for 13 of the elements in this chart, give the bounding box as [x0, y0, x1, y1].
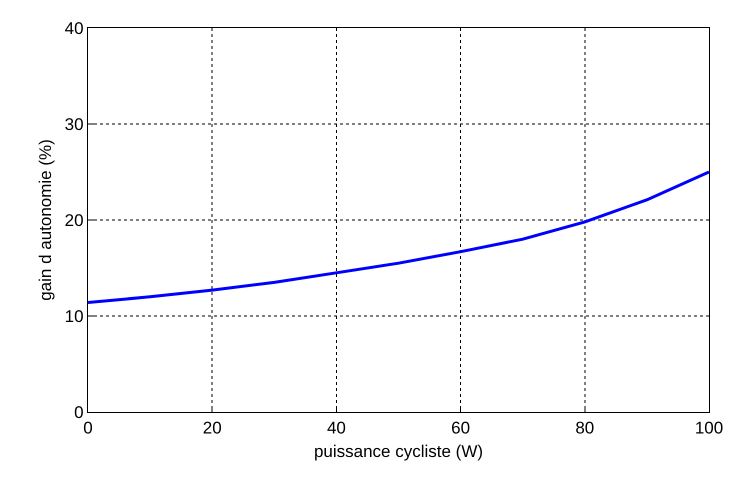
y-tick-label: 10: [64, 306, 84, 326]
x-axis-title: puissance cycliste (W): [314, 442, 484, 461]
y-tick-label: 30: [64, 114, 84, 134]
line-series: [88, 170, 709, 304]
x-tick-label: 40: [326, 418, 346, 438]
y-tick-label: 0: [74, 402, 84, 422]
x-tick-label: 20: [202, 418, 222, 438]
y-tick-label: 20: [64, 210, 84, 230]
y-axis-title: gain d autonomie (%): [36, 139, 56, 301]
x-tick-label: 100: [694, 418, 724, 438]
y-tick-label: 40: [64, 18, 84, 38]
x-tick-label: 60: [451, 418, 470, 438]
x-tick-label: 80: [575, 418, 594, 438]
